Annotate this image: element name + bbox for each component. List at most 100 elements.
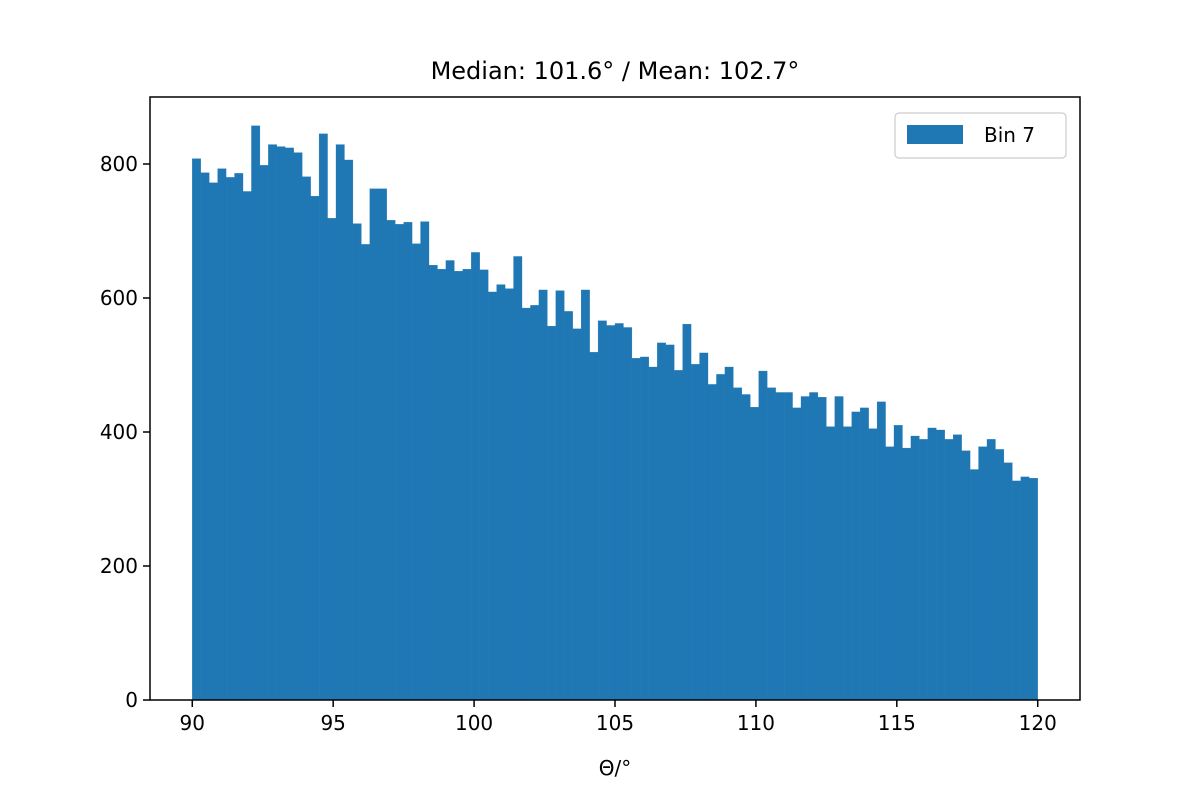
histogram-bar bbox=[192, 158, 201, 701]
histogram-bar bbox=[597, 320, 607, 701]
histogram-bar bbox=[640, 356, 649, 701]
histogram-bar bbox=[733, 387, 742, 701]
histogram-bar bbox=[843, 426, 852, 701]
histogram-bar bbox=[251, 125, 261, 701]
histogram-bar bbox=[944, 439, 954, 701]
x-axis-label: Θ/° bbox=[599, 756, 631, 780]
histogram-bar bbox=[936, 429, 945, 701]
histogram-bar bbox=[978, 446, 988, 701]
histogram-bar bbox=[885, 446, 895, 701]
x-tick-label: 105 bbox=[596, 711, 634, 735]
legend: Bin 7 bbox=[894, 112, 1067, 159]
histogram-bar bbox=[352, 223, 362, 701]
histogram-bar bbox=[851, 411, 861, 701]
legend-swatch bbox=[907, 125, 963, 144]
histogram-bar bbox=[809, 392, 819, 701]
histogram-bar bbox=[428, 265, 438, 701]
histogram-bar bbox=[986, 439, 996, 701]
histogram-bar bbox=[378, 188, 387, 701]
histogram-bar bbox=[1003, 462, 1013, 701]
histogram-bar bbox=[648, 366, 658, 701]
histogram-bar bbox=[623, 327, 633, 701]
histogram-bar bbox=[893, 425, 903, 701]
histogram-bar bbox=[259, 165, 269, 701]
histogram-bar bbox=[741, 394, 751, 701]
histogram-bar bbox=[589, 352, 599, 701]
histogram-bar bbox=[572, 328, 582, 701]
histogram-bar bbox=[462, 269, 472, 701]
histogram-bar bbox=[437, 269, 447, 701]
histogram-bar bbox=[209, 182, 218, 701]
histogram-bar bbox=[657, 342, 666, 701]
histogram-bar bbox=[538, 289, 548, 701]
x-tick-label: 90 bbox=[180, 711, 205, 735]
histogram-bar bbox=[1020, 476, 1030, 701]
histogram-bar bbox=[614, 323, 624, 701]
histogram-bar bbox=[479, 269, 489, 701]
histogram-bar bbox=[386, 220, 396, 701]
histogram-bar bbox=[200, 172, 210, 701]
histogram-bar bbox=[767, 387, 776, 701]
histogram-bar bbox=[581, 289, 590, 701]
histogram-bar bbox=[631, 358, 641, 701]
histogram-bar bbox=[792, 407, 802, 701]
histogram-bar bbox=[758, 370, 768, 701]
histogram-bar bbox=[234, 173, 244, 701]
x-axis-ticks: 90 95 100 105 110 115 120 bbox=[180, 700, 1057, 735]
histogram-bar bbox=[564, 311, 573, 701]
x-tick-label: 120 bbox=[1019, 711, 1057, 735]
y-tick-label: 200 bbox=[100, 554, 138, 578]
histogram-bar bbox=[513, 256, 523, 701]
x-tick-label: 110 bbox=[737, 711, 775, 735]
y-tick-label: 600 bbox=[100, 286, 138, 310]
histogram-bar bbox=[361, 244, 370, 701]
histogram-bar bbox=[471, 252, 480, 701]
histogram-bar bbox=[242, 191, 252, 701]
histogram-bar bbox=[724, 366, 734, 701]
histogram-bar bbox=[276, 146, 286, 701]
histogram-bar bbox=[454, 271, 463, 701]
histogram-bar bbox=[995, 449, 1005, 701]
histogram-bar bbox=[775, 392, 785, 701]
y-tick-label: 400 bbox=[100, 420, 138, 444]
legend-label: Bin 7 bbox=[984, 123, 1035, 147]
histogram-bar bbox=[335, 144, 345, 701]
histogram-bar bbox=[217, 168, 227, 701]
histogram-bar bbox=[910, 435, 920, 701]
histogram-bar bbox=[919, 439, 928, 701]
histogram-bar bbox=[547, 325, 556, 701]
histogram-bar bbox=[504, 288, 514, 701]
histogram-bar bbox=[488, 291, 497, 701]
histogram-bar bbox=[834, 396, 844, 701]
histogram-bar bbox=[225, 177, 235, 701]
histogram-bar bbox=[496, 284, 506, 701]
x-tick-label: 100 bbox=[455, 711, 493, 735]
histogram-bar bbox=[682, 323, 692, 701]
x-tick-label: 95 bbox=[320, 711, 345, 735]
histogram-bar bbox=[555, 290, 565, 701]
histogram-bar bbox=[826, 426, 835, 701]
histogram-bar bbox=[310, 196, 320, 701]
histogram-bar bbox=[302, 176, 311, 701]
histogram-bar bbox=[665, 344, 675, 701]
x-tick-label: 115 bbox=[878, 711, 916, 735]
histogram-bar bbox=[674, 370, 683, 701]
histogram-bar bbox=[395, 224, 404, 701]
histogram-bar bbox=[268, 144, 277, 701]
y-tick-label: 0 bbox=[125, 688, 138, 712]
histogram-bar bbox=[318, 133, 328, 701]
histogram-bar bbox=[876, 401, 886, 701]
histogram-bar bbox=[606, 325, 616, 701]
histogram-bar bbox=[927, 427, 937, 701]
histogram-bar bbox=[293, 152, 303, 701]
histogram-bar bbox=[750, 407, 759, 701]
histogram-bar bbox=[1029, 478, 1038, 701]
histogram-bar bbox=[699, 352, 709, 701]
histogram-bar bbox=[953, 434, 962, 701]
histogram-bar bbox=[530, 305, 540, 701]
legend-box bbox=[894, 112, 1067, 159]
histogram-bar bbox=[902, 447, 912, 701]
histogram-bar bbox=[344, 159, 354, 701]
histogram-bar bbox=[716, 374, 726, 701]
